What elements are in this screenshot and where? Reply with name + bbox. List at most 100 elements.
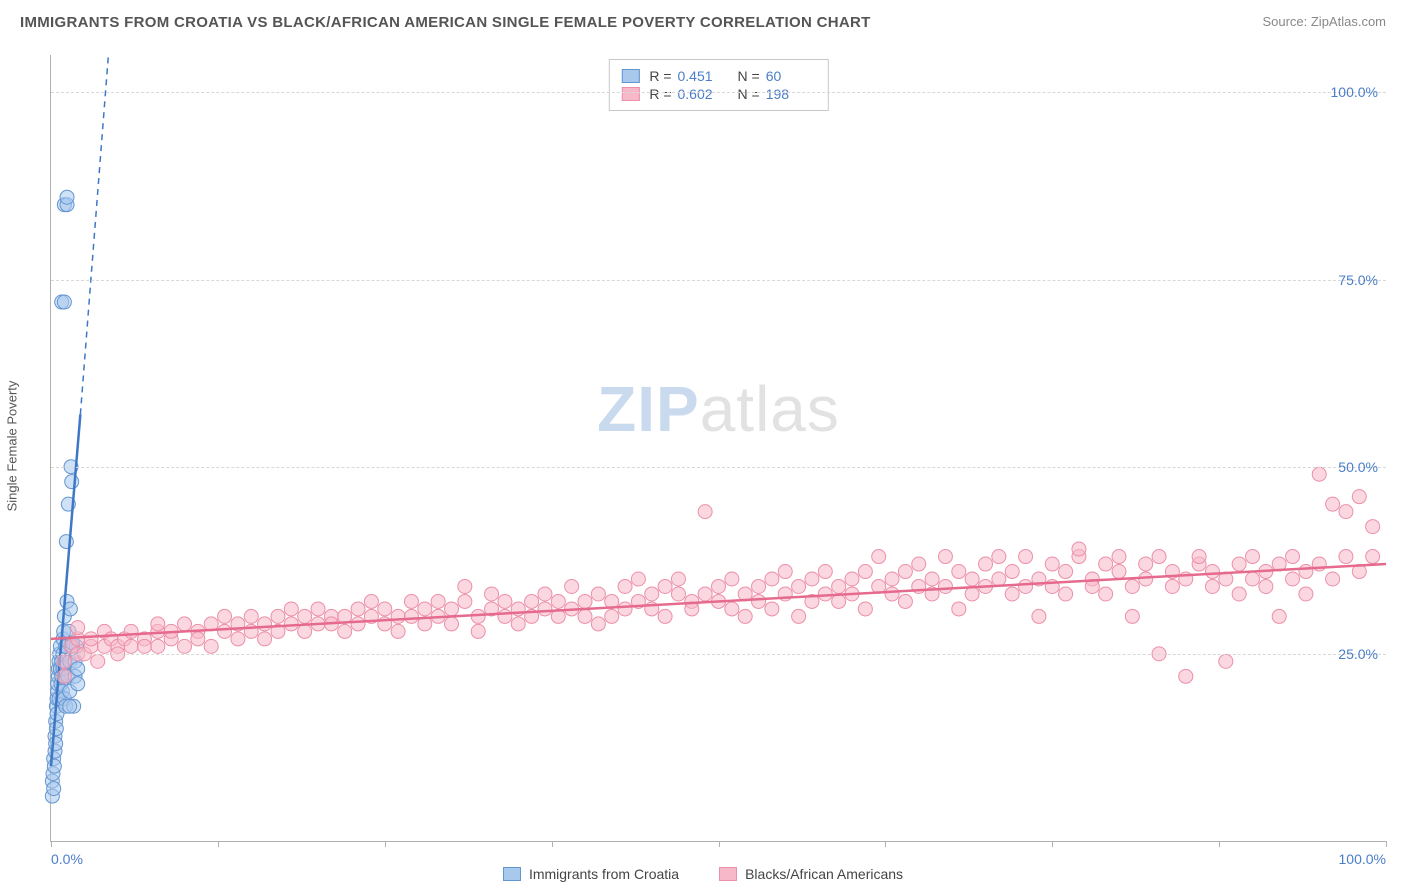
y-tick-label: 50.0%	[1338, 459, 1378, 475]
data-point	[605, 609, 619, 623]
x-tick	[1219, 841, 1220, 847]
chart-header: IMMIGRANTS FROM CROATIA VS BLACK/AFRICAN…	[0, 0, 1406, 48]
data-point	[618, 602, 632, 616]
data-point	[65, 475, 79, 489]
gridline	[51, 654, 1386, 655]
r-value: 0.451	[678, 68, 728, 84]
data-point	[418, 602, 432, 616]
x-tick	[552, 841, 553, 847]
data-point	[1232, 557, 1246, 571]
data-point	[57, 295, 71, 309]
data-point	[1125, 579, 1139, 593]
data-point	[404, 609, 418, 623]
data-point	[618, 579, 632, 593]
data-point	[872, 550, 886, 564]
data-point	[364, 594, 378, 608]
n-label: N =	[738, 68, 760, 84]
n-value: 60	[766, 68, 816, 84]
data-point	[671, 572, 685, 586]
data-point	[49, 722, 63, 736]
data-point	[258, 632, 272, 646]
data-point	[351, 617, 365, 631]
chart-title: IMMIGRANTS FROM CROATIA VS BLACK/AFRICAN…	[20, 14, 871, 31]
n-value: 198	[766, 86, 816, 102]
stats-row: R =0.451N =60	[621, 68, 815, 84]
data-point	[1246, 572, 1260, 586]
data-point	[792, 609, 806, 623]
r-value: 0.602	[678, 86, 728, 102]
data-point	[858, 602, 872, 616]
data-point	[1099, 557, 1113, 571]
data-point	[1139, 557, 1153, 571]
data-point	[1099, 587, 1113, 601]
data-point	[445, 617, 459, 631]
data-point	[298, 609, 312, 623]
data-point	[1299, 587, 1313, 601]
data-point	[351, 602, 365, 616]
data-point	[391, 624, 405, 638]
data-point	[431, 594, 445, 608]
data-point	[1246, 550, 1260, 564]
data-point	[752, 579, 766, 593]
data-point	[404, 594, 418, 608]
data-point	[60, 190, 74, 204]
data-point	[832, 579, 846, 593]
data-point	[151, 639, 165, 653]
data-point	[645, 587, 659, 601]
data-point	[458, 594, 472, 608]
data-point	[338, 624, 352, 638]
data-point	[1232, 587, 1246, 601]
data-point	[979, 557, 993, 571]
data-point	[1005, 587, 1019, 601]
chart-plot-area: ZIPatlas R =0.451N =60R =0.602N =198 25.…	[50, 55, 1386, 842]
data-point	[1326, 497, 1340, 511]
data-point	[818, 565, 832, 579]
bottom-legend: Immigrants from CroatiaBlacks/African Am…	[0, 866, 1406, 882]
data-point	[938, 550, 952, 564]
data-point	[1219, 654, 1233, 668]
data-point	[1299, 565, 1313, 579]
series-swatch	[621, 69, 639, 83]
data-point	[63, 699, 77, 713]
data-point	[47, 782, 61, 796]
legend-swatch	[719, 867, 737, 881]
y-tick-label: 75.0%	[1338, 272, 1378, 288]
data-point	[1286, 572, 1300, 586]
data-point	[578, 594, 592, 608]
data-point	[1339, 505, 1353, 519]
data-point	[271, 609, 285, 623]
data-point	[191, 632, 205, 646]
data-point	[445, 602, 459, 616]
data-point	[551, 594, 565, 608]
data-point	[858, 565, 872, 579]
x-tick	[218, 841, 219, 847]
data-point	[658, 579, 672, 593]
data-point	[658, 609, 672, 623]
data-point	[1259, 579, 1273, 593]
data-point	[49, 737, 63, 751]
data-point	[591, 587, 605, 601]
data-point	[671, 587, 685, 601]
data-point	[538, 602, 552, 616]
data-point	[57, 654, 71, 668]
legend-swatch	[503, 867, 521, 881]
data-point	[485, 587, 499, 601]
data-point	[71, 677, 85, 691]
data-point	[298, 624, 312, 638]
legend-item: Blacks/African Americans	[719, 866, 903, 882]
data-point	[1019, 579, 1033, 593]
x-tick	[1052, 841, 1053, 847]
x-tick-label: 100.0%	[1339, 851, 1386, 867]
stats-row: R =0.602N =198	[621, 86, 815, 102]
data-point	[498, 609, 512, 623]
data-point	[591, 617, 605, 631]
data-point	[178, 617, 192, 631]
data-point	[752, 594, 766, 608]
data-point	[57, 669, 71, 683]
gridline	[51, 280, 1386, 281]
data-point	[1125, 609, 1139, 623]
data-point	[938, 579, 952, 593]
stats-legend-box: R =0.451N =60R =0.602N =198	[608, 59, 828, 111]
data-point	[1059, 565, 1073, 579]
data-point	[952, 602, 966, 616]
